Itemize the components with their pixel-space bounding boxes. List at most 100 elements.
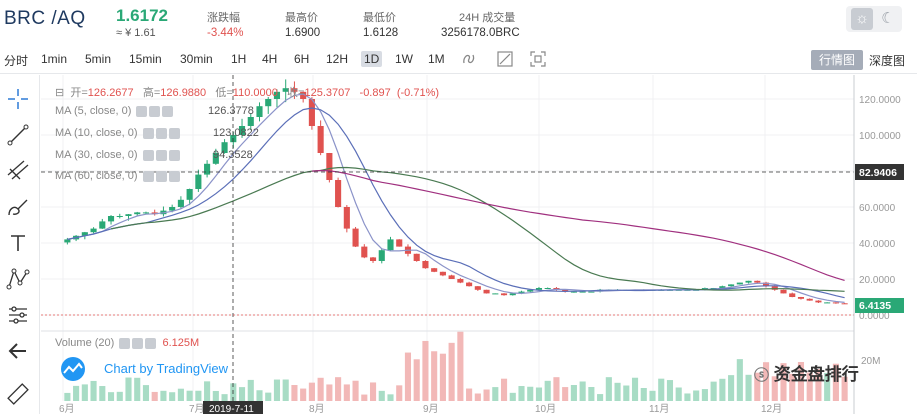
- candle: [771, 286, 778, 290]
- volume-bar: [221, 394, 228, 401]
- volume-bar: [361, 394, 368, 401]
- volume-bar: [326, 384, 333, 401]
- market-view-button[interactable]: 行情图: [811, 50, 863, 70]
- candle: [282, 88, 289, 92]
- x-tick-label: 8月: [309, 403, 325, 414]
- candle: [99, 221, 106, 229]
- volume-bar: [300, 388, 307, 401]
- close-icon[interactable]: [162, 105, 174, 117]
- moon-icon[interactable]: ☾: [881, 10, 895, 27]
- candle: [369, 257, 377, 261]
- volume-bar: [544, 380, 551, 401]
- pattern-tool-icon[interactable]: [4, 265, 32, 293]
- ma5-legend[interactable]: MA (5, close, 0): [55, 105, 174, 117]
- ma10-legend[interactable]: MA (10, close, 0): [55, 127, 180, 139]
- watermark: ⓢ 资金盘排行: [754, 360, 859, 385]
- candle: [579, 291, 586, 293]
- eye-icon[interactable]: [142, 149, 154, 161]
- candle: [300, 91, 307, 99]
- candle: [719, 286, 726, 288]
- timeframe-15min[interactable]: 15min: [129, 52, 162, 66]
- candle: [142, 212, 150, 214]
- indicator-icon[interactable]: [460, 50, 478, 68]
- timeframe-fenshi[interactable]: 分时: [4, 54, 29, 68]
- text-tool-icon[interactable]: [4, 229, 32, 257]
- volume-legend[interactable]: Volume (20) 6.125M: [55, 337, 199, 349]
- pair-title[interactable]: BRC /AQ: [4, 8, 86, 29]
- settings-icon[interactable]: [155, 127, 167, 139]
- timeframe-30min[interactable]: 30min: [180, 52, 213, 66]
- candle: [247, 117, 254, 126]
- candle: [361, 246, 368, 258]
- close-icon[interactable]: [168, 149, 180, 161]
- sun-icon[interactable]: ☼: [851, 8, 873, 30]
- timeframe-6h[interactable]: 6H: [294, 52, 310, 66]
- price-chart[interactable]: 120.0000100.000080.000060.000040.000020.…: [41, 75, 917, 414]
- last-price-tag: [855, 298, 904, 313]
- settings-icon[interactable]: [132, 337, 144, 349]
- volume-bar: [579, 381, 586, 401]
- volume-bar: [343, 384, 350, 401]
- volume-bar: [422, 340, 429, 401]
- fib-tool-icon[interactable]: [4, 157, 32, 185]
- measure-tool-icon[interactable]: [4, 301, 32, 329]
- ma30-legend[interactable]: MA (30, close, 0): [55, 149, 180, 161]
- drawing-toggle-icon[interactable]: [496, 50, 514, 68]
- depth-view-button[interactable]: 深度图: [869, 54, 906, 68]
- tradingview-logo-icon[interactable]: [58, 356, 243, 382]
- timeframe-12h[interactable]: 12H: [326, 52, 349, 66]
- volume-bar: [701, 389, 708, 401]
- timeframe-5min[interactable]: 5min: [85, 52, 112, 66]
- candle: [352, 228, 359, 247]
- volume-axis-tick: 20M: [861, 356, 880, 367]
- market-header: BRC /AQ 1.6172 ≈ ¥ 1.61 涨跌幅 -3.44% 最高价 1…: [0, 0, 917, 46]
- close-icon[interactable]: [168, 127, 180, 139]
- ma60-legend[interactable]: MA (60, close, 0): [55, 170, 180, 182]
- settings-icon[interactable]: [155, 170, 167, 182]
- candle: [815, 300, 822, 303]
- timeframe-1min[interactable]: 1min: [41, 52, 68, 66]
- eye-icon[interactable]: [142, 127, 154, 139]
- settings-icon[interactable]: [155, 149, 167, 161]
- close-icon[interactable]: [145, 337, 157, 349]
- eye-icon[interactable]: [136, 105, 148, 117]
- candle: [832, 302, 839, 304]
- volume-bar: [562, 387, 569, 401]
- stat-value: 1.6900: [285, 27, 321, 39]
- timeframe-1d[interactable]: 1D: [361, 51, 383, 67]
- fullscreen-icon[interactable]: [529, 50, 547, 68]
- volume-bar: [73, 385, 80, 401]
- stat-label: 最高价: [285, 12, 318, 24]
- eye-icon[interactable]: [142, 170, 154, 182]
- volume-bar: [474, 393, 481, 401]
- candle: [431, 268, 438, 272]
- candle: [204, 163, 211, 175]
- eye-icon[interactable]: [119, 337, 131, 349]
- close-icon[interactable]: [168, 170, 180, 182]
- high-value: 126.9880: [160, 87, 207, 99]
- tradingview-brand[interactable]: Chart by TradingView: [104, 361, 229, 376]
- trend-line-icon[interactable]: [4, 121, 32, 149]
- collapse-icon[interactable]: ⊟: [55, 87, 65, 99]
- timeframe-1h[interactable]: 1H: [231, 52, 247, 66]
- timeframe-4h[interactable]: 4H: [262, 52, 278, 66]
- ruler-icon[interactable]: [4, 380, 32, 408]
- volume-bar: [658, 378, 665, 401]
- volume-bar: [177, 388, 184, 401]
- candle: [169, 207, 176, 211]
- timeframe-1m[interactable]: 1M: [428, 52, 445, 66]
- back-arrow-icon[interactable]: [4, 337, 32, 365]
- stat-value: 3256178.0BRC: [441, 27, 520, 39]
- candle: [500, 293, 508, 296]
- crosshair-icon[interactable]: [4, 85, 32, 113]
- volume-bar: [439, 353, 446, 401]
- volume-bar: [99, 386, 106, 401]
- volume-bar: [308, 382, 315, 401]
- price-axis[interactable]: [854, 75, 917, 414]
- volume-bar: [81, 384, 88, 401]
- settings-icon[interactable]: [149, 105, 161, 117]
- crosshair-price-text: 82.9406: [859, 167, 897, 179]
- timeframe-1w[interactable]: 1W: [395, 52, 413, 66]
- brush-icon[interactable]: [4, 193, 32, 221]
- high-label: 高=: [142, 87, 161, 99]
